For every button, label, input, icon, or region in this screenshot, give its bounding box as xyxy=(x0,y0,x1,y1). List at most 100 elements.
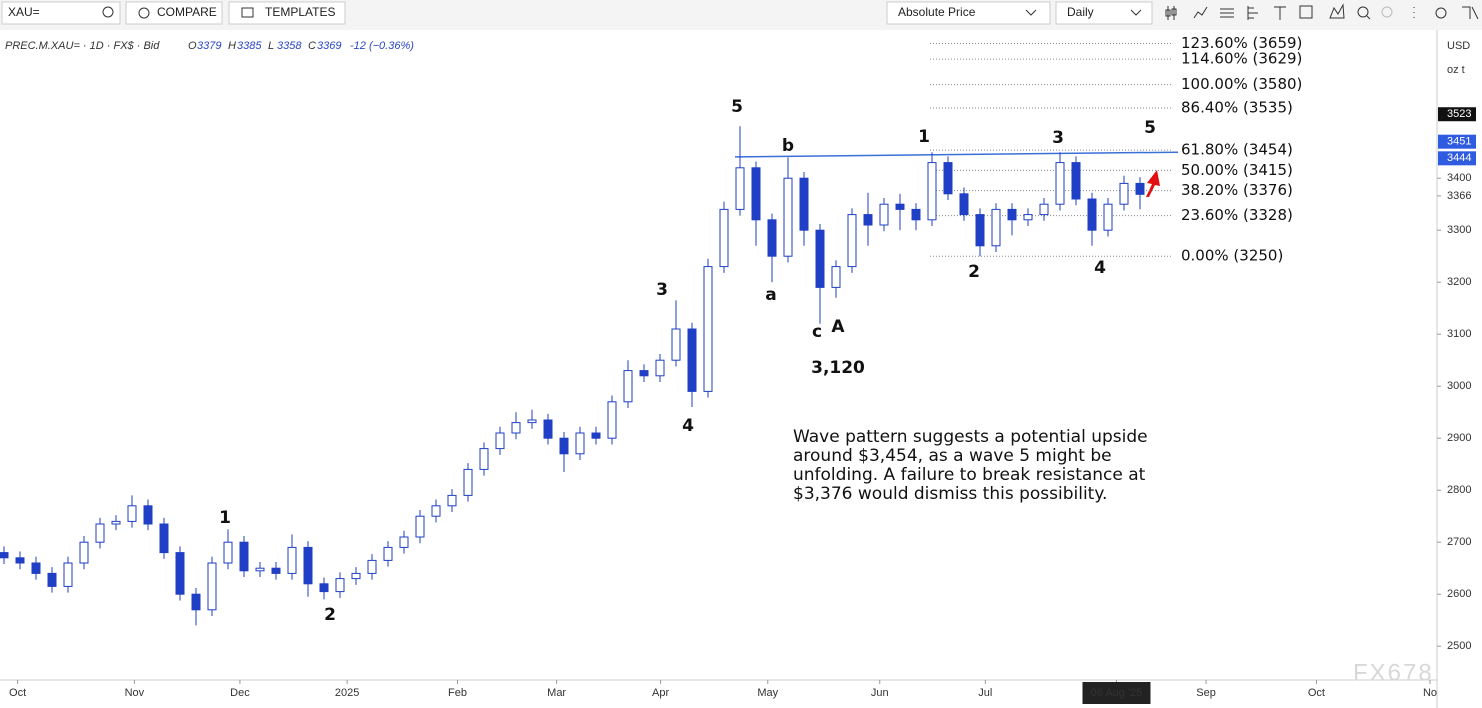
red-arrow xyxy=(1146,170,1160,197)
candle-body xyxy=(15,557,25,564)
candle-body xyxy=(847,214,857,268)
price-mode-dropdown[interactable] xyxy=(886,1,1051,25)
candle-body xyxy=(991,208,1001,247)
x-tick-label: Nov xyxy=(125,687,145,699)
candle-body xyxy=(1119,182,1129,205)
price-tag-box xyxy=(1438,151,1476,166)
candle-body xyxy=(767,219,777,257)
legend-field-name: L xyxy=(268,40,274,52)
candle-body xyxy=(607,401,617,439)
candle-body xyxy=(543,419,553,439)
x-tick-label: Oct xyxy=(1308,687,1325,699)
candle-body xyxy=(527,419,537,424)
tool-icons[interactable] xyxy=(1165,3,1479,20)
candle-body xyxy=(175,552,185,595)
wave-label: 3 xyxy=(1052,128,1064,148)
compare-label: COMPARE xyxy=(157,5,217,19)
wave-label: b xyxy=(782,136,794,156)
wave-label: 2 xyxy=(324,605,336,625)
candle-body xyxy=(591,432,601,439)
candle-body xyxy=(447,494,457,507)
candle-body xyxy=(479,448,489,470)
x-tick-label: 06 Aug '25 xyxy=(1091,687,1143,699)
candle-body xyxy=(223,541,233,564)
candle-body xyxy=(1007,208,1017,221)
candle-body xyxy=(575,432,585,455)
legend-field-name: H xyxy=(228,40,236,52)
candle-body xyxy=(367,559,377,574)
candle-body xyxy=(95,523,105,543)
candle-body xyxy=(127,505,137,522)
fib-label: 50.00% (3415) xyxy=(1181,161,1293,179)
candle-body xyxy=(623,370,633,403)
search-icon xyxy=(102,6,114,18)
x-tick-label: Jun xyxy=(871,687,889,699)
wave-label: 1 xyxy=(918,127,930,147)
wave-label: a xyxy=(765,285,776,305)
fib-label: 38.20% (3376) xyxy=(1181,181,1293,199)
candle-body xyxy=(1055,162,1065,205)
note-line: Wave pattern suggests a potential upside xyxy=(793,427,1148,447)
candle-body xyxy=(63,562,73,587)
candle-body xyxy=(143,505,153,525)
wave-label: 1 xyxy=(219,508,231,528)
wave-label: c xyxy=(812,322,822,342)
candle-body xyxy=(1135,182,1145,195)
wave-label: 3 xyxy=(656,280,668,300)
candle-body xyxy=(47,572,57,587)
candle-body xyxy=(1103,203,1113,231)
y-tick-label: 2900 xyxy=(1447,432,1471,444)
y-tick-label: 2500 xyxy=(1447,640,1471,652)
compare-icon xyxy=(138,7,150,19)
candle-body xyxy=(1023,214,1033,221)
candle-body xyxy=(415,515,425,538)
candle-body xyxy=(559,437,569,455)
resistance-line xyxy=(734,151,1179,158)
candle-body xyxy=(1039,203,1049,216)
x-tick-label: Jul xyxy=(978,687,992,699)
templates-icon xyxy=(241,7,254,18)
legend-symbol: PREC.M.XAU= · 1D · FX$ · Bid xyxy=(5,40,160,52)
candle-body xyxy=(255,567,265,572)
interval-dropdown[interactable] xyxy=(1055,1,1153,25)
wave-label: 3,120 xyxy=(811,358,865,378)
candle-body xyxy=(815,229,825,288)
candle-body xyxy=(687,328,697,392)
candle-body xyxy=(655,359,665,377)
candle-body xyxy=(111,520,121,525)
compare-button[interactable] xyxy=(125,1,223,25)
x-tick-label: May xyxy=(757,687,778,699)
candle-body xyxy=(31,562,41,574)
candle-body xyxy=(927,162,937,221)
watermark: FX678 xyxy=(1353,659,1434,686)
candle-body xyxy=(79,541,89,564)
templates-button[interactable] xyxy=(228,1,346,25)
candle-body xyxy=(383,546,393,561)
candle-body xyxy=(671,328,681,361)
candle-body xyxy=(287,546,297,574)
x-tick-label: Feb xyxy=(448,687,467,699)
candle-body xyxy=(319,583,329,593)
candle-body xyxy=(303,546,313,585)
price-tag-box xyxy=(1438,134,1476,149)
note-line: around $3,454, as a wave 5 might be xyxy=(793,446,1112,466)
price-tag-box xyxy=(1438,107,1476,122)
fib-label: 123.60% (3659) xyxy=(1181,34,1302,52)
candle-body xyxy=(895,203,905,210)
fib-label: 61.80% (3454) xyxy=(1181,141,1293,159)
unit-label: USD xyxy=(1447,40,1470,52)
candle-body xyxy=(495,432,505,450)
candle-body xyxy=(335,578,345,593)
price-tag-label: 3444 xyxy=(1447,152,1471,164)
candle-body xyxy=(799,177,809,231)
candle-body xyxy=(271,567,281,574)
x-tick-label: Sep xyxy=(1196,687,1216,699)
search-box[interactable] xyxy=(1,1,121,25)
note-line: $3,376 would dismiss this possibility. xyxy=(793,484,1107,504)
y-tick-label: 2800 xyxy=(1447,484,1471,496)
x-tick-label: Mar xyxy=(547,687,566,699)
legend-field-value: 3385 xyxy=(237,40,262,52)
legend-field-value: 3369 xyxy=(317,40,341,52)
y-tick-label: 3100 xyxy=(1447,328,1471,340)
legend-field-name: O xyxy=(188,40,197,52)
